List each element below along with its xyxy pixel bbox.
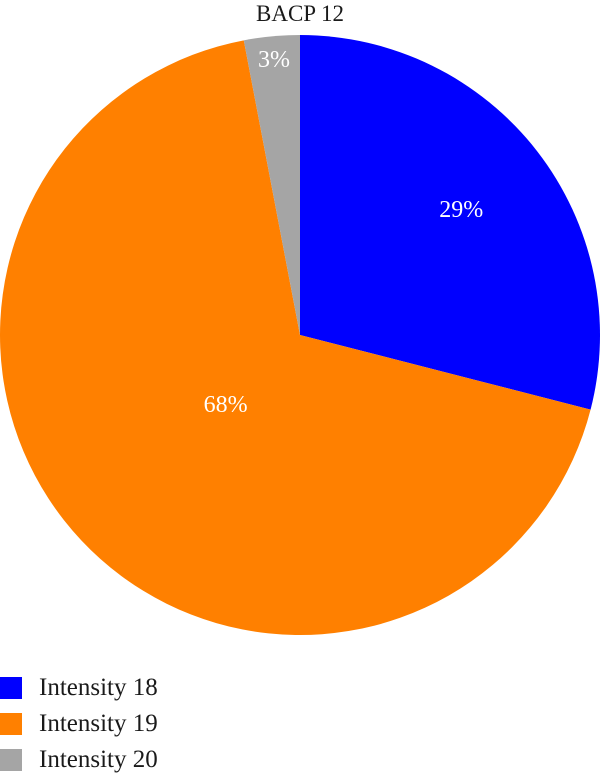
pie-slice-intensity-20 [243,35,300,335]
legend-label-intensity-20: Intensity 20 [39,746,158,773]
pie-slice-intensity-18 [300,35,600,410]
legend-swatch-intensity-20 [0,749,22,771]
data-label-intensity-18: 29% [439,197,483,223]
legend-item-intensity-20: Intensity 20 [0,742,158,778]
data-label-intensity-20: 3% [258,47,290,73]
pie-chart: 29% 68% 3% [0,35,600,635]
legend: Intensity 18 Intensity 19 Intensity 20 [0,670,158,778]
data-label-intensity-19: 68% [204,392,248,418]
legend-label-intensity-19: Intensity 19 [39,710,158,737]
legend-item-intensity-19: Intensity 19 [0,706,158,742]
pie-slice-intensity-19 [0,40,591,635]
legend-label-intensity-18: Intensity 18 [39,674,158,701]
legend-swatch-intensity-18 [0,677,22,699]
legend-item-intensity-18: Intensity 18 [0,670,158,706]
legend-swatch-intensity-19 [0,713,22,735]
chart-title: BACP 12 [256,1,344,26]
